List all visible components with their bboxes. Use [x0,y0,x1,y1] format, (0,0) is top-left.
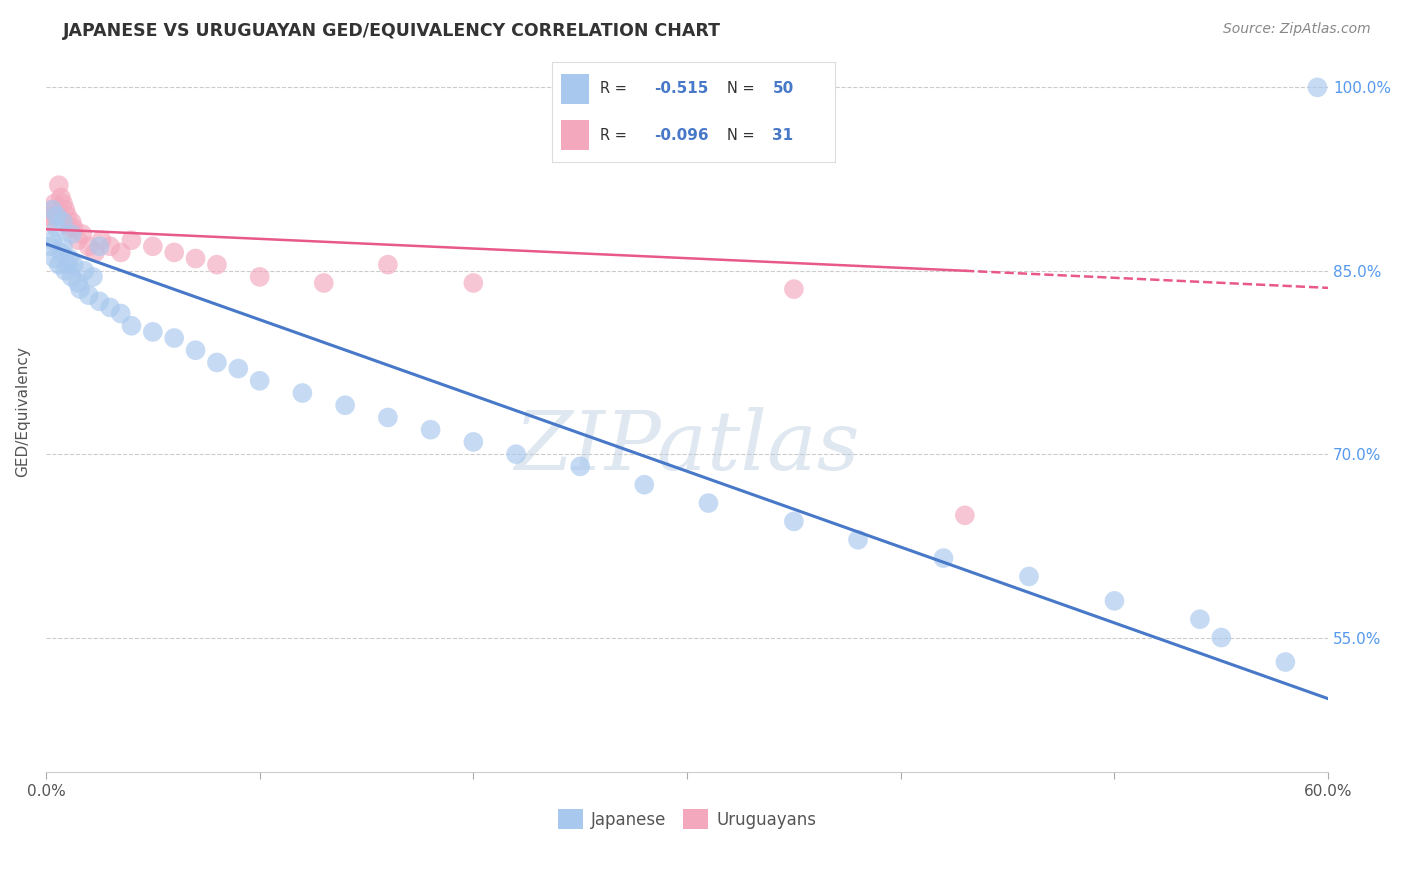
Point [205,258,228,272]
Point [53,202,76,217]
Point [72,227,94,241]
Point [53,264,76,278]
Point [377,258,399,272]
Point [89,294,111,309]
Text: JAPANESE VS URUGUAYAN GED/EQUIVALENCY CORRELATION CHART: JAPANESE VS URUGUAYAN GED/EQUIVALENCY CO… [63,22,721,40]
Point [98,239,121,253]
Point [89,239,111,253]
Point [41,233,63,247]
Point [377,410,399,425]
Point [333,398,356,412]
Point [249,269,271,284]
Point [291,386,314,401]
Point [41,202,63,217]
Point [569,459,592,474]
Point [52,196,75,211]
Point [66,276,89,290]
Point [932,551,955,566]
Point [58,221,80,235]
Point [1306,80,1329,95]
Point [184,343,207,358]
Point [505,447,527,461]
Point [69,282,91,296]
Point [205,355,228,369]
Point [48,178,70,193]
Point [163,331,186,345]
Point [633,477,655,491]
Point [84,245,107,260]
Point [60,215,83,229]
Point [52,239,75,253]
Point [77,288,100,302]
Point [463,276,485,290]
Point [52,215,75,229]
Point [41,202,63,217]
Point [49,190,72,204]
Point [73,264,96,278]
Point [142,325,165,339]
Point [45,209,67,223]
Point [56,209,79,223]
Point [82,269,104,284]
Point [783,282,806,296]
Point [953,508,976,523]
Point [1188,612,1211,626]
Point [56,258,79,272]
Point [249,374,271,388]
Point [463,434,485,449]
Point [44,196,66,211]
Point [44,252,66,266]
Point [62,221,84,235]
Point [45,209,67,223]
Point [846,533,869,547]
Point [312,276,335,290]
Y-axis label: GED/Equivalency: GED/Equivalency [15,346,30,477]
Text: ZIPatlas: ZIPatlas [515,408,860,487]
Point [45,221,67,235]
Point [39,239,62,253]
Point [226,361,249,376]
Point [66,233,89,247]
Point [110,245,132,260]
Point [120,318,142,333]
Point [110,307,132,321]
Point [120,233,142,247]
Point [1211,631,1233,645]
Point [49,245,72,260]
Point [163,245,186,260]
Point [98,301,121,315]
Point [1104,594,1126,608]
Point [142,239,165,253]
Point [1274,655,1296,669]
Legend: Japanese, Uruguayans: Japanese, Uruguayans [551,802,823,836]
Point [37,215,59,229]
Point [90,233,112,247]
Point [1018,569,1040,583]
Text: Source: ZipAtlas.com: Source: ZipAtlas.com [1223,22,1371,37]
Point [48,258,70,272]
Point [184,252,207,266]
Point [60,269,83,284]
Point [783,515,806,529]
Point [62,258,84,272]
Point [77,239,100,253]
Point [60,227,83,241]
Point [419,423,441,437]
Point [697,496,720,510]
Point [39,209,62,223]
Point [58,252,80,266]
